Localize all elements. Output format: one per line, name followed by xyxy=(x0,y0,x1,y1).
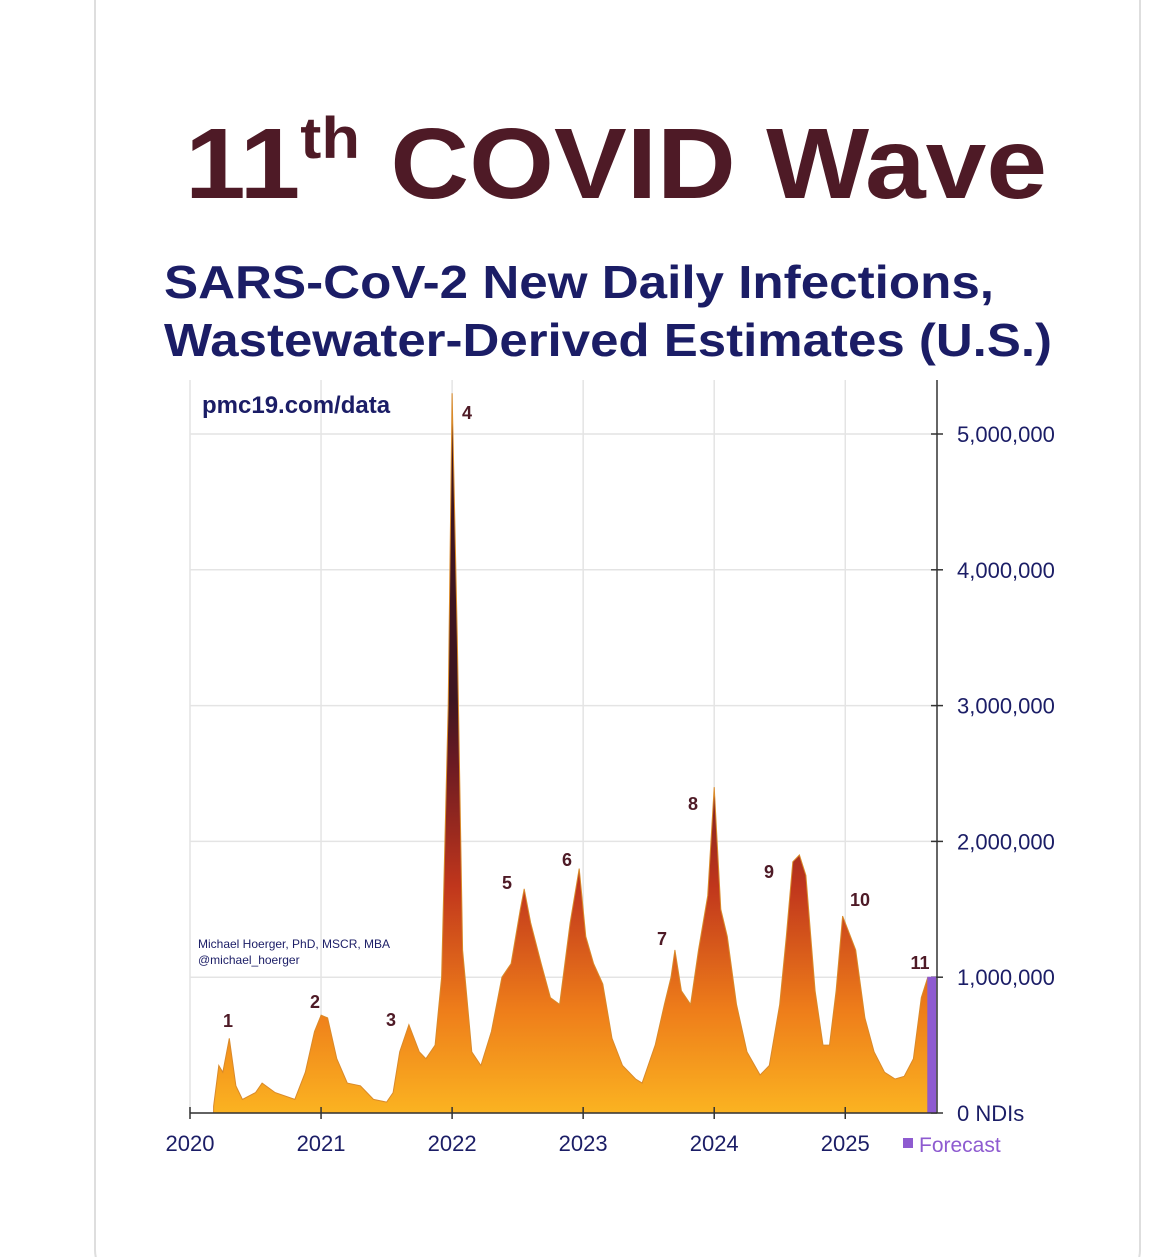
wave-label: 7 xyxy=(657,929,667,949)
x-tick-label: 2023 xyxy=(559,1131,608,1156)
forecast-area xyxy=(927,976,937,1114)
subtitle: Wastewater-Derived Estimates (U.S.) xyxy=(164,314,1052,366)
subtitle: SARS-CoV-2 New Daily Infections, xyxy=(164,256,994,308)
wave-label: 1 xyxy=(223,1011,233,1031)
wave-label: 5 xyxy=(502,873,512,893)
title-number: 11 xyxy=(185,108,300,220)
wave-label: 11 xyxy=(910,953,929,973)
x-tick-label: 2025 xyxy=(821,1131,870,1156)
x-tick-label: 2022 xyxy=(428,1131,477,1156)
y-tick-label: 1,000,000 xyxy=(957,965,1055,990)
credit: Michael Hoerger, PhD, MSCR, MBA xyxy=(198,937,390,951)
title-text: COVID Wave xyxy=(390,108,1047,220)
x-tick-label: 2021 xyxy=(297,1131,346,1156)
y-tick-label: 4,000,000 xyxy=(957,558,1055,583)
card xyxy=(94,0,1141,1257)
source: pmc19.com/data xyxy=(202,392,391,419)
wave-label: 3 xyxy=(386,1010,396,1030)
credit: @michael_hoerger xyxy=(198,953,300,967)
title-gap xyxy=(360,108,390,220)
y-tick-label: 2,000,000 xyxy=(957,829,1055,854)
wave-label: 6 xyxy=(562,850,572,870)
x-tick-label: 2020 xyxy=(166,1131,215,1156)
infection-area xyxy=(213,393,929,1114)
title-suffix: th xyxy=(300,106,360,171)
y-tick-label: 0 NDIs xyxy=(957,1101,1024,1126)
wave-label: 2 xyxy=(310,992,320,1012)
x-tick-label: 2024 xyxy=(690,1131,739,1156)
legend-swatch xyxy=(903,1138,913,1148)
plot: 0 NDIs 1,000,000 2,000,000 3,000,000 4,000,0… xyxy=(166,380,1055,1157)
wave-label: 4 xyxy=(462,403,472,423)
y-tick-label: 3,000,000 xyxy=(957,694,1055,719)
wave-label: 8 xyxy=(688,794,698,814)
legend-label: Forecast xyxy=(919,1134,1001,1157)
wave-label: 9 xyxy=(764,862,774,882)
y-tick-label: 5,000,000 xyxy=(957,422,1055,447)
wave-label: 10 xyxy=(850,890,870,910)
